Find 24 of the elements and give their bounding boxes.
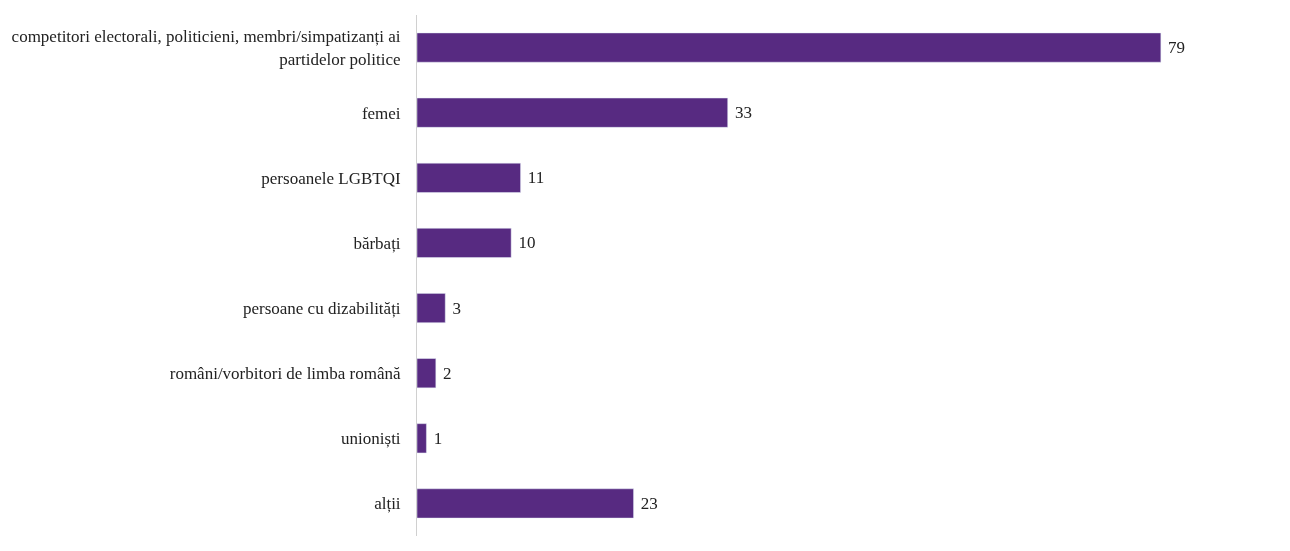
bar xyxy=(417,423,427,454)
y-tick-label: femei xyxy=(361,103,401,123)
y-tick-label: persoanele LGBTQI xyxy=(261,168,401,188)
bar xyxy=(417,488,634,519)
data-label: 23 xyxy=(636,493,658,513)
y-tick-label: persoane cu dizabilități xyxy=(242,299,401,319)
y-tick-label: alții xyxy=(374,494,401,514)
bar xyxy=(417,97,728,128)
y-tick-label: bărbați xyxy=(353,233,401,253)
bar xyxy=(417,228,512,258)
data-label: 10 xyxy=(514,233,536,253)
data-label: 2 xyxy=(438,363,452,383)
y-tick-label: unioniști xyxy=(341,429,401,449)
bar xyxy=(417,162,521,193)
data-label: 33 xyxy=(730,103,752,123)
data-label: 79 xyxy=(1163,38,1186,58)
data-label: 11 xyxy=(523,168,545,188)
bar xyxy=(417,293,446,323)
y-tick-label: competitori electorali, politicieni, membri/simpatizanți ai partidelor politice xyxy=(11,27,401,69)
data-label: 1 xyxy=(429,428,443,448)
y-tick-label: români/vorbitori de limba română xyxy=(169,364,402,384)
data-label: 3 xyxy=(448,298,461,318)
bar xyxy=(417,358,437,389)
bar xyxy=(417,32,1162,63)
